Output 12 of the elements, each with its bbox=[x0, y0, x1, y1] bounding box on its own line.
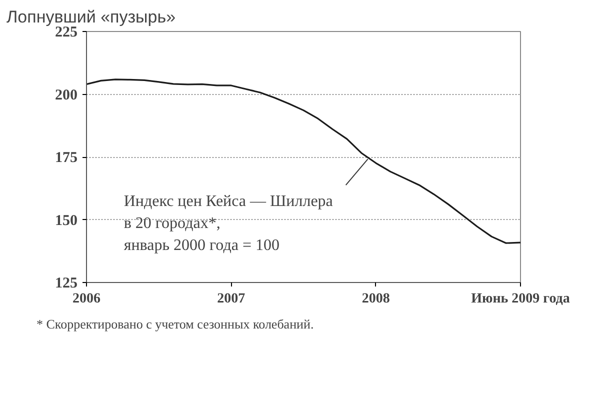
x-tick-label: Июнь 2009 года bbox=[471, 292, 570, 306]
y-tick-label: 150 bbox=[55, 212, 78, 229]
x-tick-label: 2007 bbox=[217, 292, 246, 306]
x-tick-label: 2006 bbox=[72, 292, 100, 306]
x-tick-label: 2008 bbox=[362, 292, 390, 306]
text: * Скорректировано с учетом сезонных колебаний. bbox=[36, 316, 314, 332]
y-tick-label: 175 bbox=[55, 150, 78, 166]
y-tick-label: 225 bbox=[55, 24, 78, 40]
y-tick-label: 125 bbox=[55, 276, 78, 292]
y-tick-label: 200 bbox=[55, 87, 78, 104]
chart-title: Лопнувший «пузырь» bbox=[6, 8, 176, 26]
annotation: Индекс цен Кейса — Шиллера в 20 городах*, январь 2000 года = 100 bbox=[124, 193, 333, 254]
